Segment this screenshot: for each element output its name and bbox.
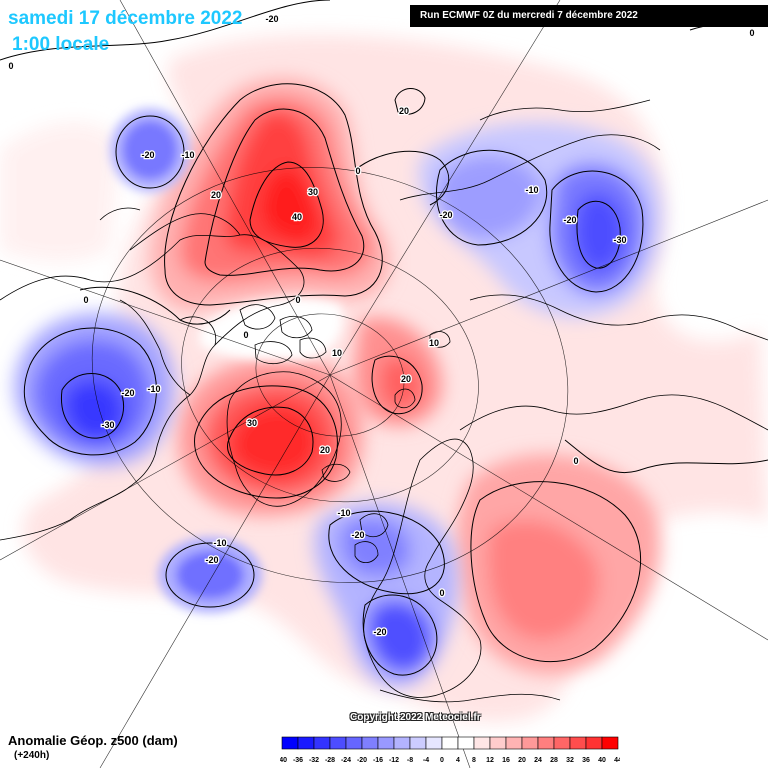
colorbar-cell [553, 736, 571, 750]
contour-label: 20 [211, 190, 221, 200]
contour-label: -10 [337, 508, 350, 518]
colorbar-tick-label: 28 [550, 757, 558, 764]
contour-label: 30 [308, 187, 318, 197]
colorbar-cell [377, 736, 395, 750]
colorbar-tick-label: -16 [373, 757, 383, 764]
contour-label: -20 [141, 150, 154, 160]
contour-label: 40 [292, 212, 302, 222]
warm-anomaly-eurasia [456, 454, 661, 675]
colorbar-tick-label: -24 [341, 757, 351, 764]
contour-label: -20 [265, 14, 278, 24]
colorbar-tick-label: -8 [407, 757, 413, 764]
colorbar-tick-label: -28 [325, 757, 335, 764]
cold-anomaly-siberia [418, 122, 663, 318]
colorbar-tick-label: -20 [357, 757, 367, 764]
colorbar-cell [361, 736, 379, 750]
contour-label: -10 [147, 384, 160, 394]
colorbar-cell [569, 736, 587, 750]
contour-label: -20 [121, 388, 134, 398]
contour-label: -20 [205, 555, 218, 565]
contour-label: 0 [439, 588, 444, 598]
colorbar-cell [537, 736, 555, 750]
colorbar-cell [409, 736, 427, 750]
contour-label: 30 [247, 418, 257, 428]
colorbar-tick-label: 0 [440, 757, 444, 764]
colorbar-cell [425, 736, 443, 750]
colorbar-legend: -40-36-32-28-24-20-16-12-8-4048121620242… [280, 736, 620, 764]
coastlines [0, 99, 768, 703]
colorbar-tick-label: 4 [456, 757, 460, 764]
contour-label: 20 [401, 374, 411, 384]
colorbar-cell [601, 736, 619, 750]
colorbar-cell [297, 736, 315, 750]
colorbar-cell [313, 736, 331, 750]
cold-anomaly-north-america [14, 313, 175, 467]
colorbar-tick-label: 20 [518, 757, 526, 764]
warm-anomaly-greenland [178, 357, 363, 516]
colorbar-tick-label: 40 [598, 757, 606, 764]
contour-label: -10 [213, 538, 226, 548]
colorbar-cell [393, 736, 411, 750]
colorbar-cells [281, 736, 619, 750]
colorbar-tick-label: -40 [280, 757, 287, 764]
colorbar-tick-label: 44 [614, 757, 620, 764]
colorbar-tick-label: 24 [534, 757, 542, 764]
contour-label: 0 [749, 28, 754, 38]
copyright-text: Copyright 2022 Meteociel.fr [350, 712, 481, 723]
contour-label: 10 [332, 348, 342, 358]
colorbar-cell [441, 736, 459, 750]
colorbar-tick-label: -12 [389, 757, 399, 764]
colorbar-tick-label: 12 [486, 757, 494, 764]
colorbar-cell [473, 736, 491, 750]
colorbar-cell [505, 736, 523, 750]
colorbar-tick-label: 16 [502, 757, 510, 764]
cold-anomaly-atlantic [158, 537, 262, 613]
colorbar-tick-label: 32 [566, 757, 574, 764]
anomaly-field-layer [0, 34, 768, 722]
legend-title: Anomalie Géop. z500 (dam) [8, 733, 178, 748]
contour-label: 20 [320, 445, 330, 455]
colorbar-tick-label: 8 [472, 757, 476, 764]
legend-subtitle: (+240h) [14, 750, 50, 761]
contour-label: 0 [83, 295, 88, 305]
colorbar-tick-label: -32 [309, 757, 319, 764]
warm-anomaly-arctic [353, 317, 442, 426]
model-run-banner: Run ECMWF 0Z du mercredi 7 décembre 2022 [410, 5, 768, 27]
warm-anomaly-pacific [150, 77, 390, 311]
colorbar-tick-label: -36 [293, 757, 303, 764]
contour-label: 0 [8, 61, 13, 71]
colorbar-cell [281, 736, 299, 750]
contour-label: 0 [243, 330, 248, 340]
colorbar-tick-label: 36 [582, 757, 590, 764]
contour-label: -20 [351, 530, 364, 540]
colorbar-cell [585, 736, 603, 750]
contour-label: -20 [563, 215, 576, 225]
cold-anomaly-pacific [110, 108, 190, 192]
contour-label: 10 [429, 338, 439, 348]
contour-label: 0 [573, 456, 578, 466]
colorbar-cell [345, 736, 363, 750]
colorbar-tick-label: -4 [423, 757, 429, 764]
contour-label: -20 [439, 210, 452, 220]
contour-label: -30 [101, 420, 114, 430]
forecast-time-title: 1:00 locale [12, 34, 110, 55]
contour-label: 0 [355, 166, 360, 176]
colorbar-cell [457, 736, 475, 750]
contour-label: -10 [525, 185, 538, 195]
forecast-date-title: samedi 17 décembre 2022 [8, 8, 243, 29]
contour-labels: -20 -10 -20 20 30 40 20 0 -10 -20 -20 -30 0 0 0 0 0 10 10 2… [7, 13, 756, 639]
contour-label: -30 [613, 235, 626, 245]
colorbar-cell [489, 736, 507, 750]
colorbar-cell [521, 736, 539, 750]
contour-label: 20 [399, 106, 409, 116]
contour-label: -20 [373, 627, 386, 637]
colorbar-cell [329, 736, 347, 750]
contour-label: 0 [295, 295, 300, 305]
colorbar-ticks: -40-36-32-28-24-20-16-12-8-4048121620242… [280, 757, 620, 764]
contour-label: -10 [181, 150, 194, 160]
